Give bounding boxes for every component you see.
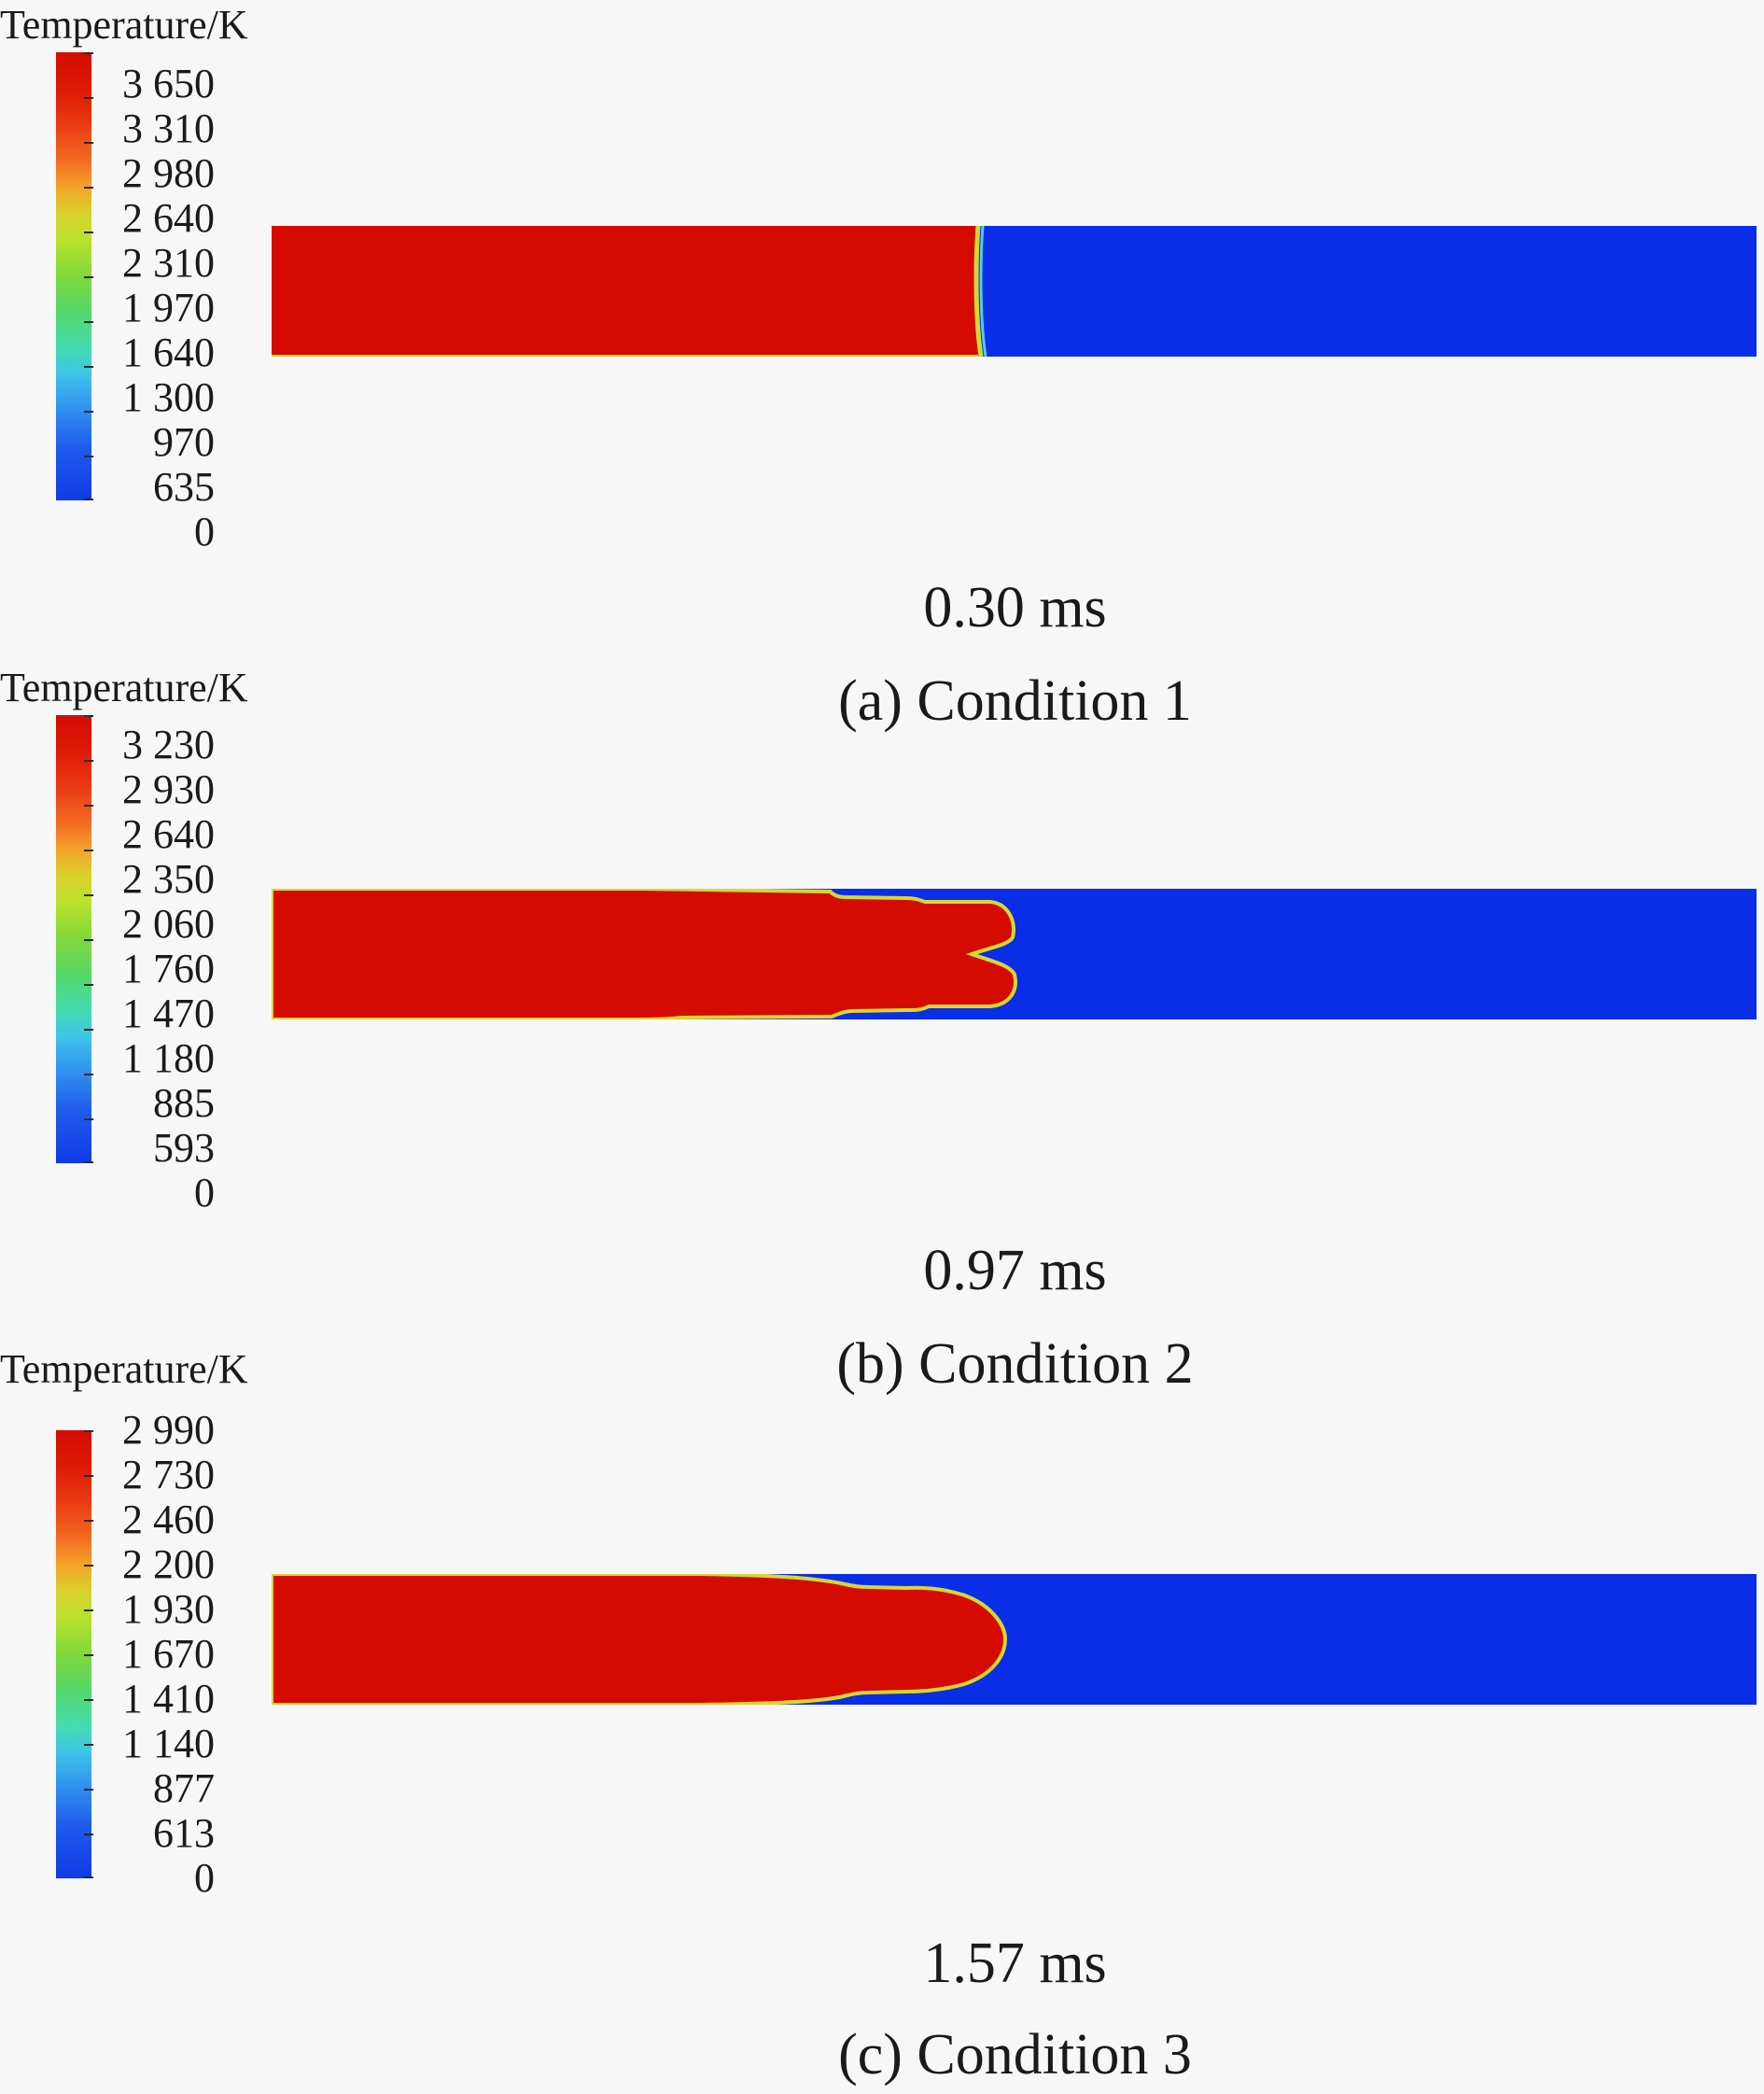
colorbar-tick-label: 1 970 [122,285,215,330]
time-label: 0.97 ms [923,1239,1107,1302]
colorbar-tick [84,187,93,189]
colorbar-tick-label: 1 300 [122,374,215,420]
colorbar-tick-label: 2 460 [122,1497,215,1542]
colorbar-tick [84,1834,93,1835]
colorbar-tick-label: 970 [153,419,215,465]
colorbar-tick-label: 2 640 [122,811,215,857]
colorbar-tick [84,1430,93,1432]
colorbar-tick [84,984,93,986]
colorbar-tick [84,1118,93,1120]
colorbar-tick [84,1520,93,1522]
colorbar-tick-label: 3 310 [122,105,215,151]
colorbar-tick [84,939,93,941]
flame-front [973,226,984,357]
colorbar-tick-label: 2 200 [122,1541,215,1587]
colorbar-tick [84,366,93,368]
colorbar-tick-label: 2 980 [122,150,215,196]
colorbar-tick [84,805,93,807]
colorbar-tick-label: 1 180 [122,1035,215,1081]
colorbar-tick-label: 1 140 [122,1721,215,1766]
colorbar-tick [84,52,93,54]
colorbar-tick [84,1609,93,1611]
colorbar-tick-label: 2 310 [122,240,215,286]
colorbar-tick-label: 1 930 [122,1586,215,1632]
colorbar-tick-label: 613 [153,1810,215,1856]
colorbar-tick [84,894,93,896]
temperature-contour [272,226,1757,357]
colorbar-tick [84,1654,93,1656]
colorbar-tick-label: 2 060 [122,901,215,947]
colorbar-tick-label: 0 [194,509,215,555]
colorbar-tick-label: 1 470 [122,991,215,1036]
colorbar-tick [84,1475,93,1477]
panel-caption: (c) Condition 3 [838,2023,1192,2087]
colorbar-tick [84,411,93,413]
colorbar-tick-label: 885 [153,1080,215,1126]
temperature-contour [272,889,1757,1019]
panel-caption: (b) Condition 2 [836,1332,1194,1396]
legend-title: Temperature/K [0,2,248,48]
colorbar-tick-label: 2 990 [122,1407,215,1453]
colorbar-tick [84,715,93,717]
colorbar-tick-label: 2 730 [122,1452,215,1497]
colorbar-tick-label: 2 640 [122,195,215,241]
colorbar-tick [84,1789,93,1791]
time-label: 1.57 ms [923,1932,1107,1995]
colorbar-tick [84,142,93,144]
colorbar-tick [84,499,93,500]
legend-title: Temperature/K [0,1346,248,1392]
colorbar-tick [84,456,93,457]
colorbar-tick-label: 1 670 [122,1631,215,1677]
colorbar-tick [84,232,93,233]
colorbar-tick [84,1074,93,1075]
burned-region [272,1574,1008,1705]
colorbar-tick [84,321,93,323]
colorbar-tick [84,850,93,851]
colorbar-ticks [84,52,93,500]
colorbar-ticks [84,715,93,1163]
colorbar-tick-label: 635 [153,464,215,510]
colorbar-tick [84,1876,93,1878]
burned-region [272,889,1017,1019]
colorbar-tick-label: 593 [153,1125,215,1171]
colorbar-ticks [84,1430,93,1878]
panel-caption: (a) Condition 1 [838,669,1192,733]
time-label: 0.30 ms [923,576,1107,639]
temperature-contour [272,1574,1757,1705]
colorbar-tick [84,760,93,762]
colorbar-tick-label: 1 640 [122,330,215,375]
colorbar-tick-label: 1 760 [122,946,215,991]
colorbar-tick-label: 0 [194,1170,215,1216]
colorbar-tick-label: 2 350 [122,856,215,902]
colorbar-tick-label: 2 930 [122,766,215,812]
colorbar-tick-label: 3 230 [122,722,215,767]
colorbar-tick [84,1565,93,1567]
colorbar-tick [84,276,93,278]
colorbar-tick-label: 1 410 [122,1676,215,1722]
colorbar-tick-label: 0 [194,1855,215,1901]
colorbar-tick-label: 877 [153,1765,215,1811]
colorbar-tick [84,1744,93,1746]
colorbar-tick [84,1161,93,1163]
legend-title: Temperature/K [0,665,248,710]
colorbar-tick [84,1699,93,1701]
colorbar-tick-label: 3 650 [122,61,215,106]
colorbar-tick [84,1029,93,1031]
colorbar-tick [84,97,93,99]
burned-region [272,226,978,357]
